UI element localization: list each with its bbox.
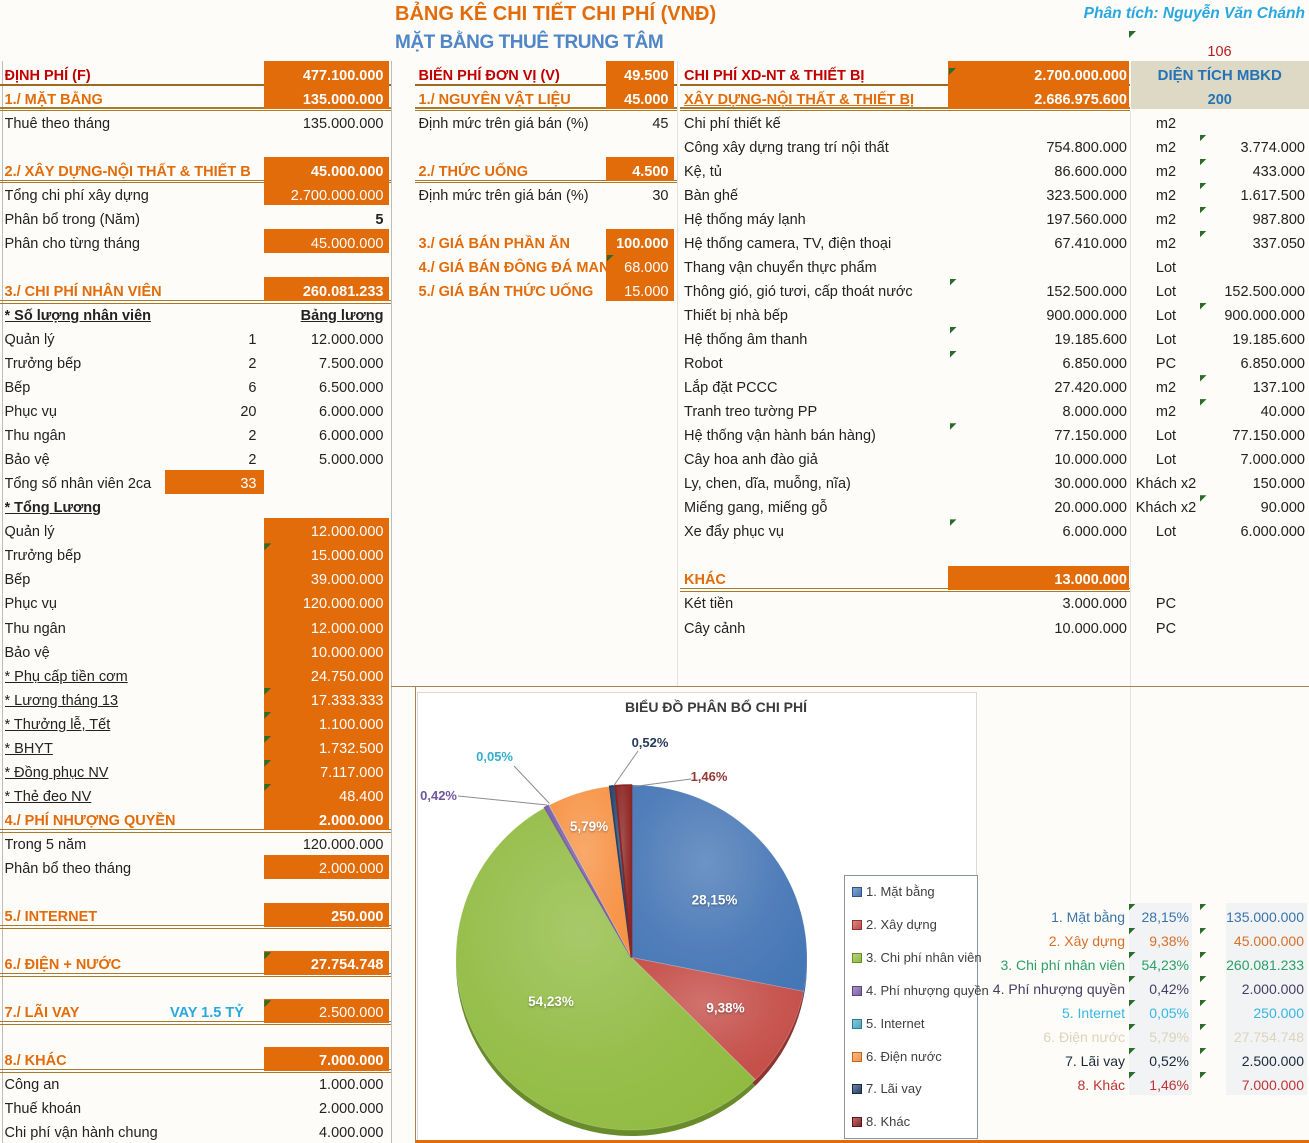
svg-text:5,79%: 5,79% bbox=[570, 819, 608, 834]
svg-text:9,38%: 9,38% bbox=[706, 1001, 744, 1016]
svg-text:28,15%: 28,15% bbox=[692, 893, 738, 908]
svg-text:54,23%: 54,23% bbox=[528, 994, 574, 1009]
